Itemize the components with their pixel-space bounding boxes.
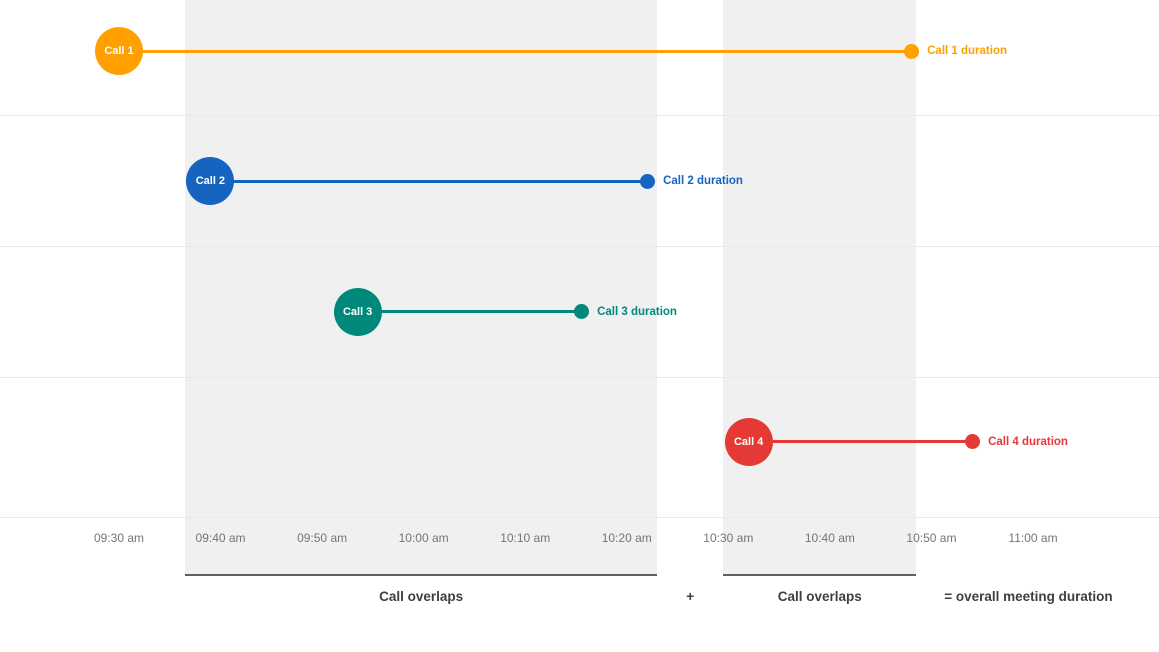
x-tick-label: 10:20 am xyxy=(601,531,652,545)
gridline xyxy=(0,115,1159,116)
call-duration-label: Call 3 duration xyxy=(597,305,677,318)
overlap-region-underline xyxy=(723,574,917,576)
x-tick-label: 10:30 am xyxy=(703,531,754,545)
call-duration-line xyxy=(210,179,648,183)
x-tick-label: 10:40 am xyxy=(804,531,855,545)
x-tick-label: 11:00 am xyxy=(1008,531,1058,545)
call-duration-label: Call 4 duration xyxy=(988,435,1068,448)
call-start-circle: Call 4 xyxy=(724,417,773,466)
plus-sign: + xyxy=(686,589,695,604)
gridline xyxy=(0,246,1159,247)
call-duration-line xyxy=(748,440,973,444)
call-start-circle: Call 2 xyxy=(186,157,235,206)
call-duration-line xyxy=(119,49,912,53)
call-end-dot xyxy=(903,43,919,59)
x-tick-label: 09:30 am xyxy=(93,531,145,545)
call-end-dot xyxy=(639,173,655,189)
equals-caption: = overall meeting duration xyxy=(944,589,1113,604)
x-tick-label: 10:10 am xyxy=(500,531,551,545)
x-tick-label: 09:40 am xyxy=(195,531,246,545)
call-end-dot xyxy=(573,304,589,320)
overlap-caption: Call overlaps xyxy=(777,589,862,604)
call-duration-label: Call 2 duration xyxy=(663,175,743,188)
call-duration-label: Call 1 duration xyxy=(927,45,1007,57)
call-duration-line xyxy=(357,310,582,314)
x-axis-line xyxy=(0,517,1159,518)
x-tick-label: 10:00 am xyxy=(398,531,449,545)
overlap-region xyxy=(723,0,917,575)
overlap-region-underline xyxy=(185,574,658,576)
x-tick-label: 09:50 am xyxy=(297,531,348,545)
call-start-circle: Call 1 xyxy=(95,27,143,75)
overlap-caption: Call overlaps xyxy=(379,589,464,604)
x-tick-label: 10:50 am xyxy=(906,531,957,545)
overlap-region xyxy=(185,0,658,575)
call-end-dot xyxy=(964,434,980,450)
gridline xyxy=(0,377,1159,378)
call-start-circle: Call 3 xyxy=(333,287,382,336)
